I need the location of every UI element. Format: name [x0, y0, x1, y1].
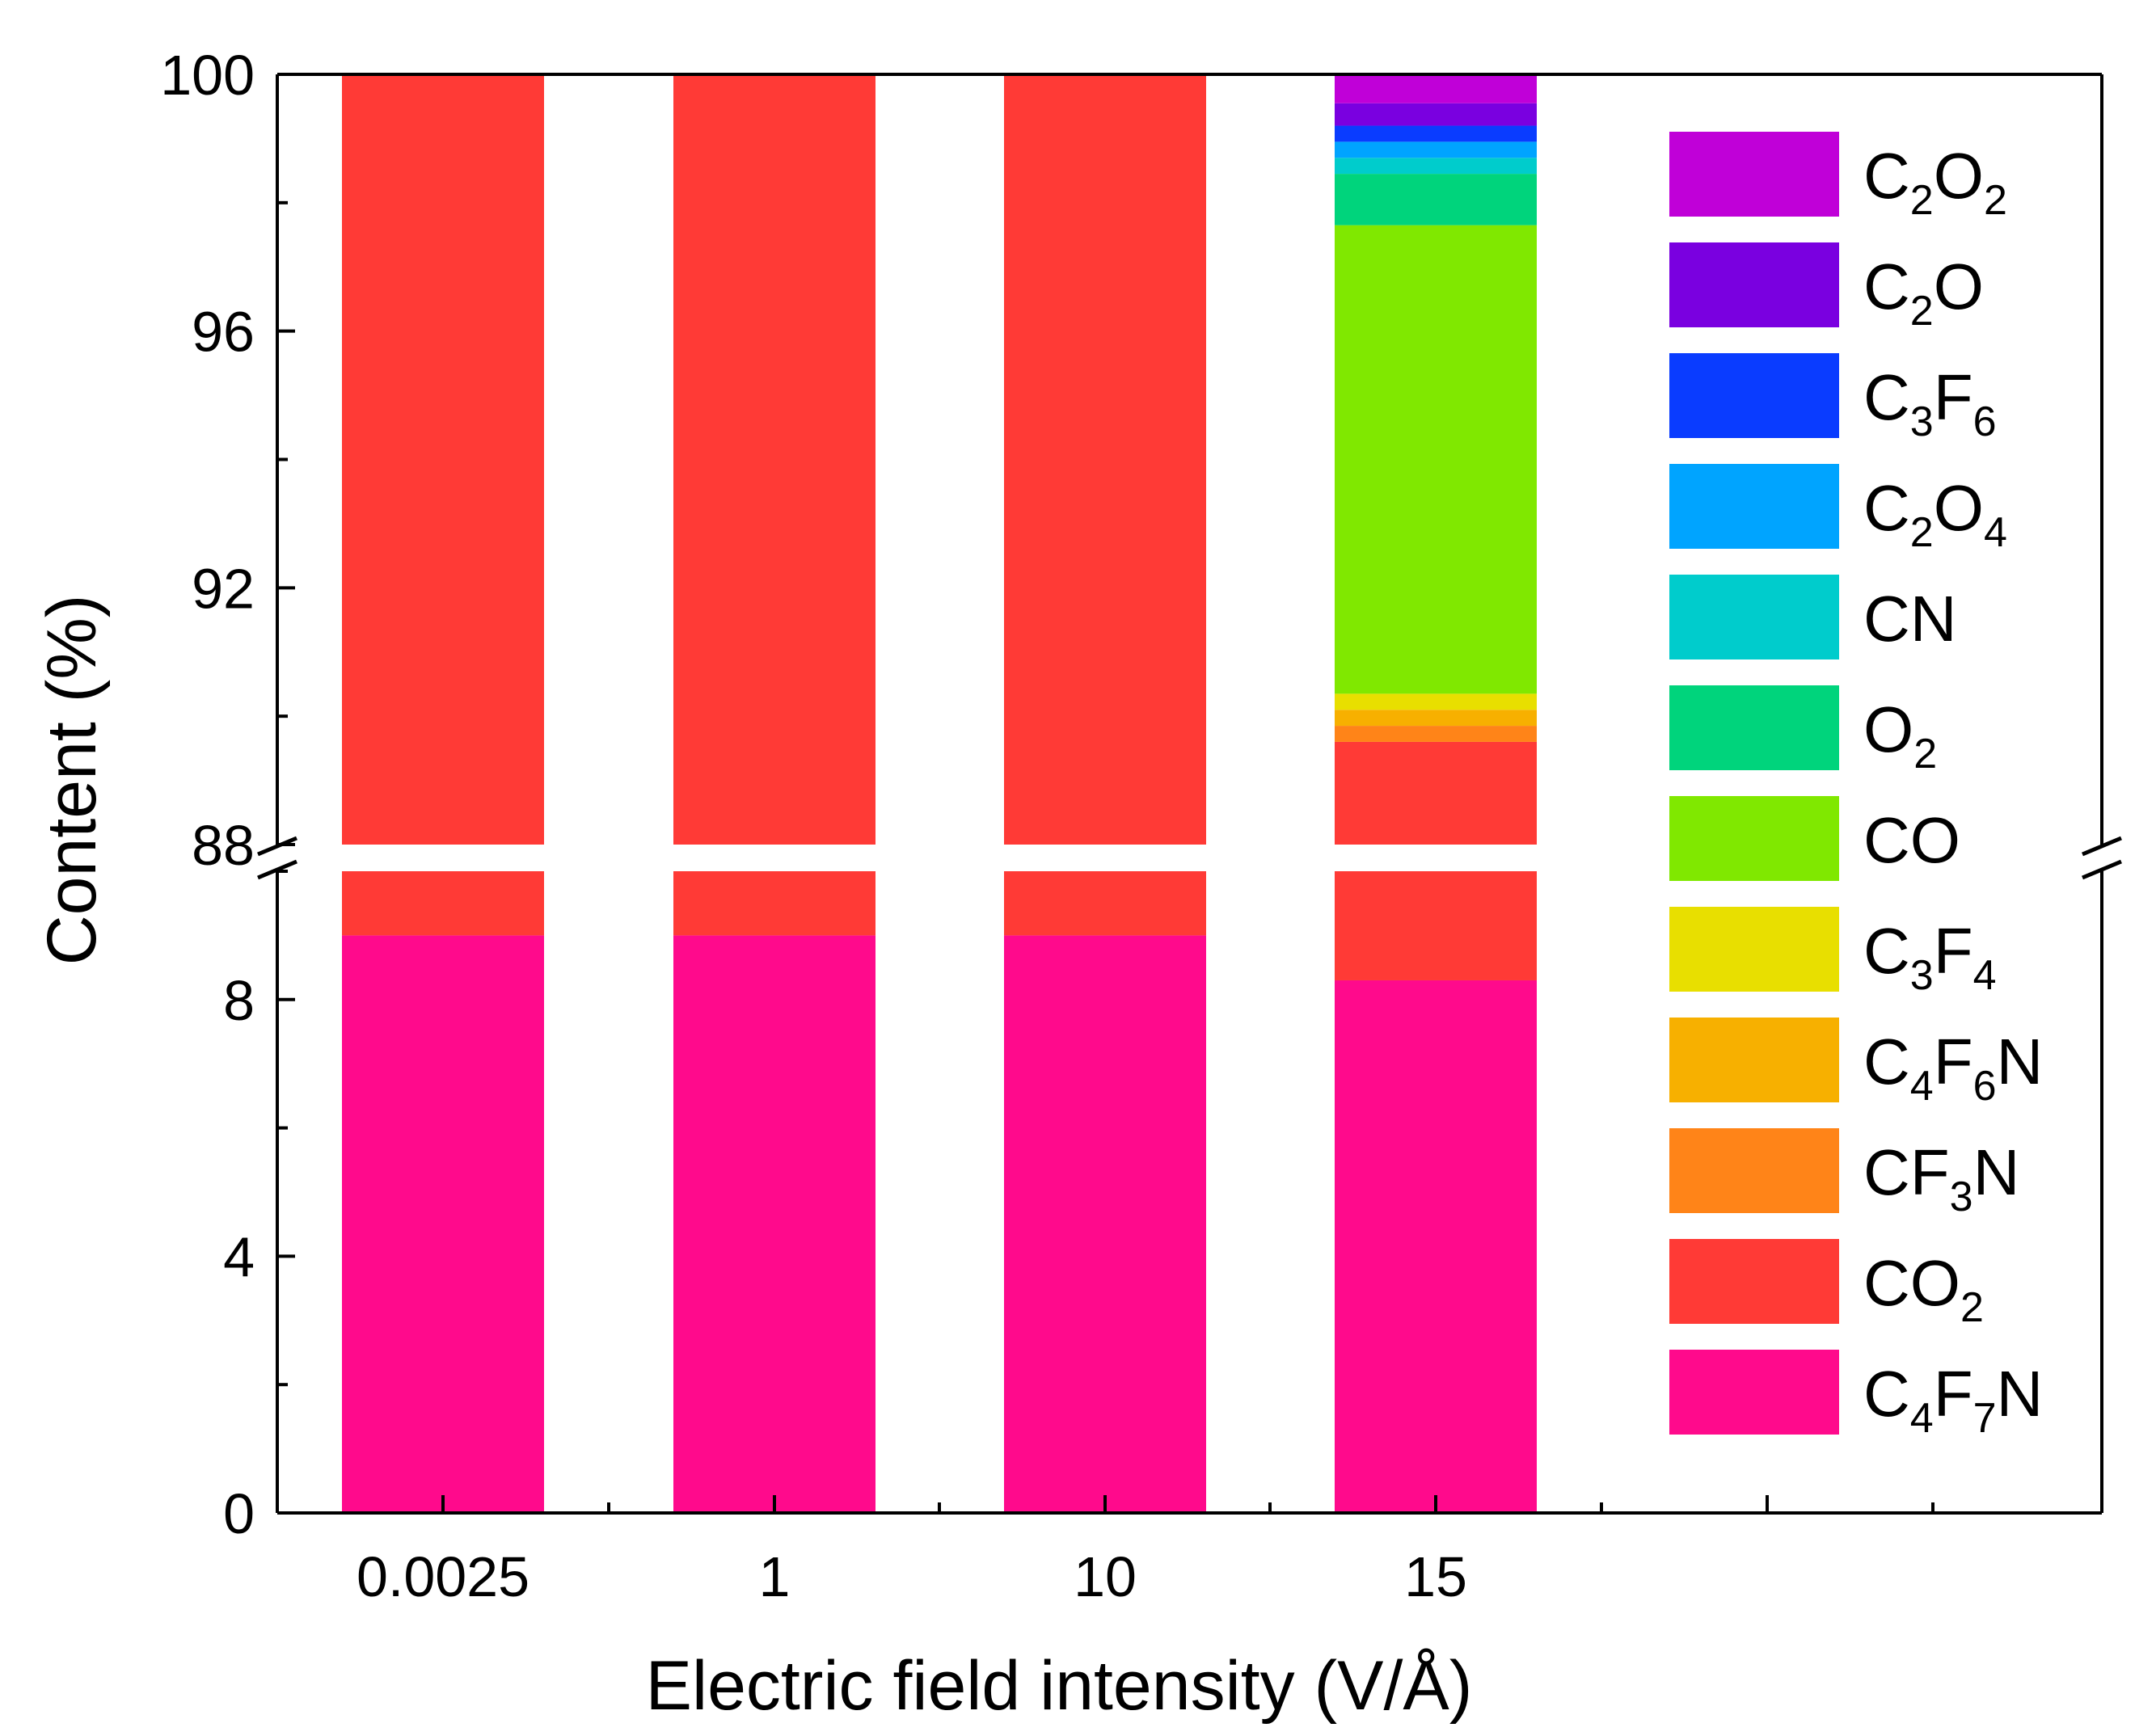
legend-item-C4F6N: C4F6N: [1669, 1018, 2043, 1110]
legend-label-C2O4: C2O4: [1863, 472, 2007, 556]
bar-C2O-15-upper: [1335, 103, 1537, 126]
y-axis-label: Content (%): [33, 595, 111, 966]
bar-C2O2-15-upper: [1335, 74, 1537, 103]
legend-item-CN: CN: [1669, 575, 1957, 659]
bar-C3F6-15-upper: [1335, 125, 1537, 142]
legend-item-O2: O2: [1669, 685, 1937, 777]
legend-label-CO: CO: [1863, 804, 1960, 876]
y-tick-label-4: 4: [223, 1225, 255, 1288]
legend-label-C3F4: C3F4: [1863, 915, 1997, 999]
bar-C4F7N-1-lower: [673, 935, 875, 1513]
legend-item-C2O: C2O: [1669, 242, 1984, 335]
x-tick-label-0.0025: 0.0025: [357, 1545, 530, 1608]
legend-item-CF3N: CF3N: [1669, 1128, 2019, 1220]
legend-item-C3F4: C3F4: [1669, 907, 1997, 999]
legend-swatch-C3F6: [1669, 353, 1839, 438]
bar-C4F7N-0.0025-lower: [342, 935, 544, 1513]
y-tick-label-0: 0: [223, 1482, 255, 1545]
legend-swatch-C2O: [1669, 242, 1839, 327]
legend-swatch-C3F4: [1669, 907, 1839, 992]
y-tick-label-100: 100: [160, 44, 255, 107]
x-tick-label-15: 15: [1404, 1545, 1467, 1608]
y-tick-label-88: 88: [192, 814, 255, 877]
bar-CO2-10-lower: [1004, 871, 1206, 936]
bar-O2-15-upper: [1335, 174, 1537, 225]
legend-item-CO2: CO2: [1669, 1239, 1984, 1331]
x-tick-label-1: 1: [759, 1545, 791, 1608]
x-tick-label-10: 10: [1074, 1545, 1137, 1608]
bar-CO2-0.0025-upper: [342, 74, 544, 845]
legend-swatch-CO2: [1669, 1239, 1839, 1324]
y-tick-label-96: 96: [192, 301, 255, 364]
legend-label-C4F6N: C4F6N: [1863, 1026, 2043, 1110]
bar-C4F7N-15-lower: [1335, 980, 1537, 1513]
legend-item-C2O2: C2O2: [1669, 132, 2007, 224]
legend-label-O2: O2: [1863, 693, 1937, 777]
legend-label-CN: CN: [1863, 583, 1957, 655]
y-tick-label-8: 8: [223, 969, 255, 1032]
legend-swatch-C2O4: [1669, 464, 1839, 549]
legend-swatch-CF3N: [1669, 1128, 1839, 1213]
legend-swatch-O2: [1669, 685, 1839, 770]
legend-label-C2O: C2O: [1863, 251, 1984, 335]
legend-item-C4F7N: C4F7N: [1669, 1350, 2043, 1442]
legend-swatch-C4F6N: [1669, 1018, 1839, 1102]
bar-C3F4-15-upper: [1335, 693, 1537, 710]
bars-layer: [342, 74, 1537, 1513]
bar-CO2-15-upper: [1335, 741, 1537, 845]
bar-CO2-1-lower: [673, 871, 875, 936]
legend-swatch-C4F7N: [1669, 1350, 1839, 1435]
bar-CO2-10-upper: [1004, 74, 1206, 845]
legend-swatch-CO: [1669, 796, 1839, 881]
x-axis-label: Electric field intensity (V/Å): [646, 1647, 1473, 1725]
y-tick-label-92: 92: [192, 557, 255, 620]
axis-break-mark-right-1: [2082, 859, 2122, 880]
bar-CO2-15-lower: [1335, 871, 1537, 980]
bar-C2O4-15-upper: [1335, 141, 1537, 158]
bar-CO-15-upper: [1335, 225, 1537, 694]
bar-CN-15-upper: [1335, 158, 1537, 175]
bar-C4F6N-15-upper: [1335, 710, 1537, 727]
legend-item-CO: CO: [1669, 796, 1960, 881]
legend-swatch-C2O2: [1669, 132, 1839, 217]
legend-label-CF3N: CF3N: [1863, 1136, 2019, 1220]
legend-label-C2O2: C2O2: [1863, 140, 2007, 224]
legend: C2O2 C2O C3F6 C2O4 CN O2 CO C3F4 C4F6N CF3N CO2 C4F…: [1669, 132, 2043, 1442]
axis-break-mark-right-0: [2082, 836, 2122, 857]
legend-label-C4F7N: C4F7N: [1863, 1358, 2043, 1442]
legend-label-CO2: CO2: [1863, 1247, 1984, 1331]
legend-swatch-CN: [1669, 575, 1839, 659]
bar-CO2-0.0025-lower: [342, 871, 544, 936]
legend-label-C3F6: C3F6: [1863, 361, 1997, 445]
bar-CF3N-15-upper: [1335, 726, 1537, 742]
bar-CO2-1-upper: [673, 74, 875, 845]
legend-item-C2O4: C2O4: [1669, 464, 2007, 556]
legend-item-C3F6: C3F6: [1669, 353, 1997, 445]
bar-C4F7N-10-lower: [1004, 935, 1206, 1513]
